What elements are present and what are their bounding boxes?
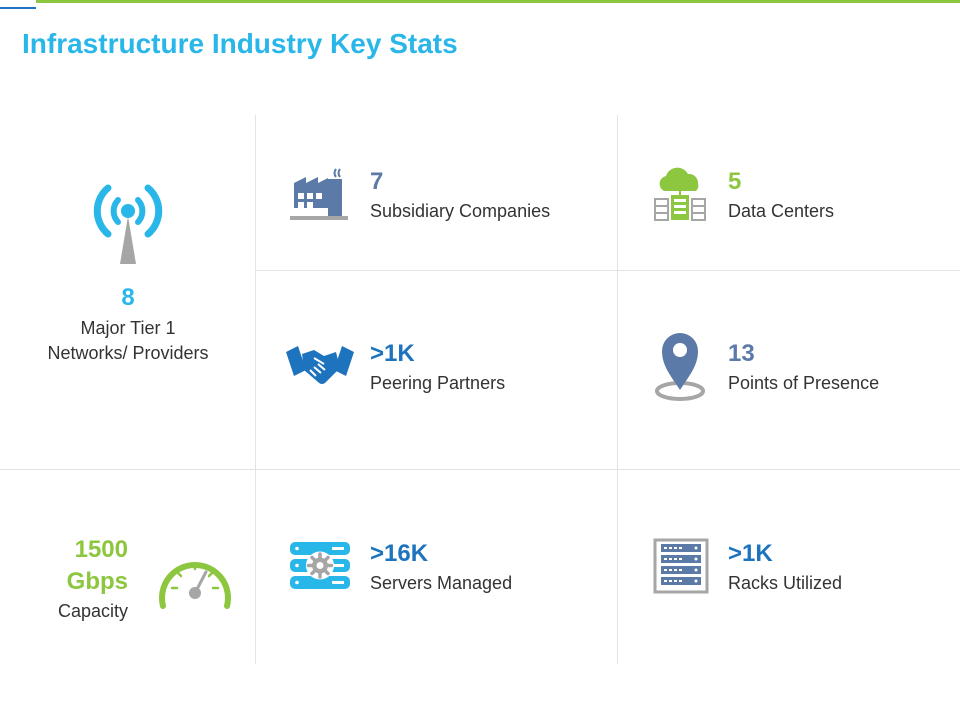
grid-divider-v2 <box>617 115 618 664</box>
stat-value: 13 <box>728 340 755 367</box>
cloud-data-center-icon <box>654 167 706 221</box>
stat-label: Points of Presence <box>728 373 880 393</box>
server-gear-icon <box>290 542 350 589</box>
header-accent-mark <box>0 7 36 9</box>
stat-value: 7 <box>370 168 384 195</box>
handshake-icon <box>286 346 354 384</box>
speedometer-icon <box>159 561 231 609</box>
factory-icon <box>290 168 348 220</box>
stat-label-line2: Networks/ Providers <box>47 343 209 363</box>
page-title: Infrastructure Industry Key Stats <box>22 28 458 59</box>
grid-divider-v1 <box>255 115 256 664</box>
stat-value: >16K <box>370 540 429 567</box>
stat-value-line1: 1500 <box>74 536 128 563</box>
server-rack-icon <box>653 538 709 594</box>
stat-label: Capacity <box>57 601 128 621</box>
stat-value-line2: Gbps <box>66 568 128 595</box>
header-accent-line <box>36 0 960 3</box>
stat-value: 8 <box>121 284 135 311</box>
stat-label: Servers Managed <box>370 573 513 593</box>
grid-divider-h1 <box>256 270 960 271</box>
stat-label: Racks Utilized <box>728 573 843 593</box>
stat-label: Peering Partners <box>370 373 506 393</box>
stat-label-line1: Major Tier 1 <box>80 318 176 338</box>
stat-label: Subsidiary Companies <box>370 201 551 221</box>
antenna-tower-icon <box>93 184 163 264</box>
map-pin-icon <box>655 333 705 401</box>
stat-value: >1K <box>370 340 415 367</box>
grid-divider-h2 <box>0 469 960 470</box>
stat-label: Data Centers <box>728 201 835 221</box>
stat-value: >1K <box>728 540 773 567</box>
stat-value: 5 <box>728 168 742 195</box>
